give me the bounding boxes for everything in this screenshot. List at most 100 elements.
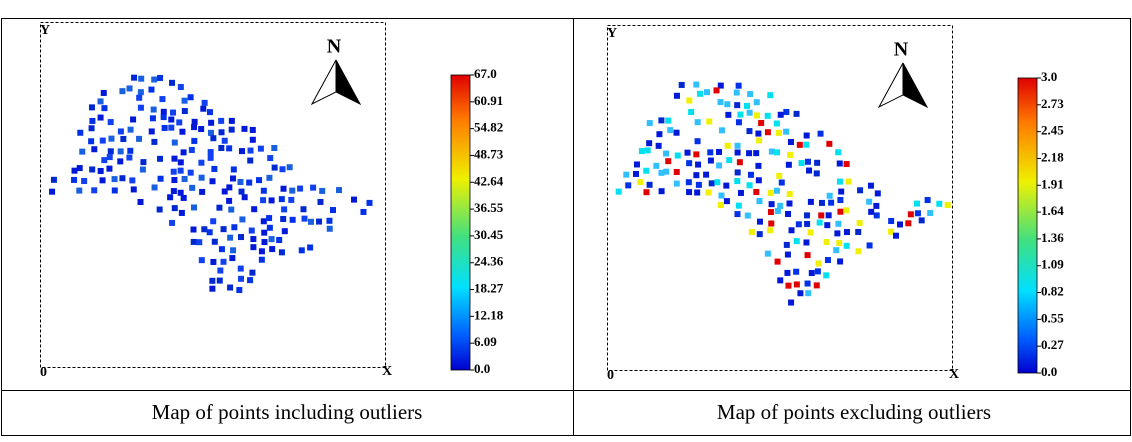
map-point bbox=[161, 124, 168, 131]
colorbar-label: 24.36 bbox=[474, 254, 504, 269]
colorbar-label: 12.18 bbox=[474, 307, 504, 322]
map-point bbox=[310, 184, 317, 191]
map-point bbox=[220, 258, 227, 265]
map-point bbox=[159, 96, 166, 103]
map-point bbox=[278, 196, 285, 203]
map-point bbox=[200, 105, 207, 112]
map-point bbox=[177, 84, 184, 91]
map-point bbox=[189, 184, 196, 191]
map-point bbox=[181, 175, 188, 182]
map-point bbox=[207, 154, 214, 161]
map-point bbox=[787, 151, 794, 158]
map-point bbox=[856, 219, 863, 226]
map-point bbox=[191, 118, 198, 125]
map-point bbox=[171, 139, 178, 146]
map-point bbox=[784, 251, 791, 258]
map-point bbox=[117, 158, 124, 165]
map-point bbox=[136, 135, 143, 142]
map-point bbox=[803, 141, 810, 148]
map-point bbox=[360, 208, 367, 215]
map-point bbox=[813, 170, 820, 177]
map-point bbox=[805, 290, 812, 297]
map-point bbox=[673, 180, 680, 187]
axis-origin-label: 0 bbox=[40, 365, 47, 380]
map-point bbox=[248, 227, 255, 234]
map-point bbox=[101, 157, 108, 164]
map-point bbox=[735, 82, 742, 89]
colorbar-label: 48.73 bbox=[474, 146, 504, 161]
map-point bbox=[798, 160, 805, 167]
colorbar-label: 0.82 bbox=[1041, 284, 1064, 299]
map-point bbox=[804, 280, 811, 287]
map-point bbox=[804, 252, 811, 259]
map-point bbox=[100, 89, 107, 96]
map-point bbox=[814, 159, 821, 166]
map-point bbox=[673, 92, 680, 99]
map-point bbox=[725, 111, 732, 118]
map-point bbox=[106, 165, 113, 172]
colorbar-label: 1.09 bbox=[1041, 257, 1064, 272]
map-point bbox=[218, 144, 225, 151]
map-point bbox=[646, 120, 653, 127]
map-point bbox=[289, 187, 296, 194]
map-point bbox=[615, 188, 622, 195]
map-point bbox=[230, 175, 237, 182]
map-point bbox=[746, 109, 753, 116]
map-point bbox=[744, 212, 751, 219]
map-point bbox=[228, 117, 235, 124]
map-point bbox=[178, 209, 185, 216]
map-point bbox=[836, 239, 843, 246]
map-point bbox=[220, 226, 227, 233]
map-point bbox=[260, 187, 267, 194]
map-point bbox=[81, 178, 88, 185]
map-point bbox=[756, 218, 763, 225]
map-point bbox=[130, 116, 137, 123]
colorbar-label: 1.91 bbox=[1041, 176, 1064, 191]
map-point bbox=[633, 161, 640, 168]
map-point bbox=[241, 194, 248, 201]
map-point bbox=[643, 189, 650, 196]
map-point bbox=[289, 216, 296, 223]
map-point bbox=[206, 229, 213, 236]
map-point bbox=[944, 202, 951, 209]
map-point bbox=[231, 224, 238, 231]
map-point bbox=[207, 129, 214, 136]
map-point bbox=[117, 128, 124, 135]
map-point bbox=[271, 164, 278, 171]
north-arrow-left bbox=[310, 59, 337, 106]
map-point bbox=[177, 159, 184, 166]
map-point bbox=[808, 270, 815, 277]
map-point bbox=[326, 225, 333, 232]
map-point bbox=[201, 226, 208, 233]
map-point bbox=[695, 161, 702, 168]
map-point bbox=[177, 167, 184, 174]
map-point bbox=[747, 91, 754, 98]
map-point bbox=[230, 166, 237, 173]
map-point bbox=[238, 188, 245, 195]
map-point bbox=[667, 127, 674, 134]
map-point bbox=[927, 210, 934, 217]
map-point bbox=[685, 179, 692, 186]
map-point bbox=[281, 228, 288, 235]
map-point bbox=[151, 184, 158, 191]
map-point bbox=[247, 277, 254, 284]
map-point bbox=[258, 248, 265, 255]
map-point bbox=[269, 246, 276, 253]
map-point bbox=[171, 205, 178, 212]
map-point bbox=[804, 220, 811, 227]
map-point bbox=[206, 109, 213, 116]
map-point bbox=[261, 229, 268, 236]
map-point bbox=[724, 101, 731, 108]
colorbar-label: 18.27 bbox=[474, 281, 504, 296]
map-point bbox=[835, 220, 842, 227]
map-point bbox=[111, 176, 118, 183]
map-point bbox=[756, 198, 763, 205]
colorbar bbox=[1017, 77, 1038, 374]
map-point bbox=[918, 217, 925, 224]
map-point bbox=[734, 211, 741, 218]
colorbar-label: 1.36 bbox=[1041, 230, 1064, 245]
map-point bbox=[755, 130, 762, 137]
map-point bbox=[655, 142, 662, 149]
map-point bbox=[746, 128, 753, 135]
map-point bbox=[838, 188, 845, 195]
